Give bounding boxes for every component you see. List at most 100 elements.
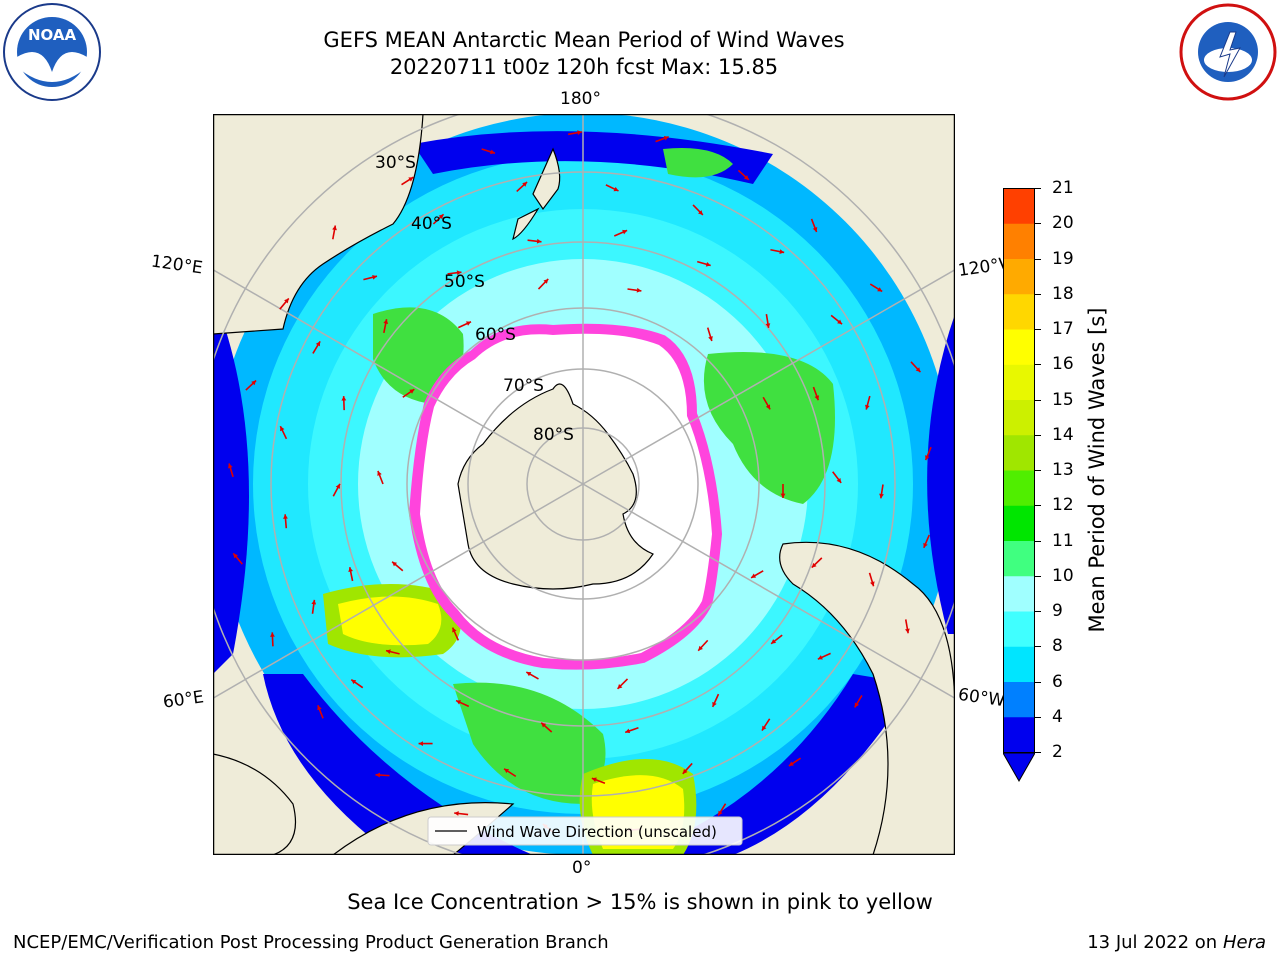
noaa-logo-text: NOAA [28, 26, 77, 44]
lat-label-60s: 60°S [475, 325, 516, 345]
wave-arrow-head [779, 249, 785, 254]
wave-arrow-head [466, 321, 471, 326]
colorbar-segment [1003, 399, 1035, 436]
wave-arrow-head [526, 672, 532, 677]
colorbar-tick-label: 10 [1052, 565, 1074, 586]
wave-arrow-head [315, 341, 321, 347]
wave-arrow-head [765, 323, 771, 328]
new-zealand [532, 147, 561, 211]
colorbar-segment [1003, 540, 1035, 577]
wave-arrow-head [743, 175, 749, 180]
wave-arrow-head [811, 562, 817, 568]
wave-arrow-head [577, 130, 582, 135]
wave-arrow-head [837, 319, 843, 325]
lat-label-30s: 30°S [375, 153, 416, 173]
wave-arrow-head [490, 149, 496, 155]
colorbar-tick-mark [1035, 540, 1041, 542]
wave-arrow-head [814, 395, 820, 401]
wave-arrow-head [454, 811, 459, 816]
colorbar-tick-mark [1035, 258, 1041, 260]
wave-arrow-head [543, 278, 549, 284]
colorbar-segment [1003, 646, 1035, 682]
colorbar-segment [1003, 293, 1035, 330]
colorbar-tick-mark [1035, 505, 1041, 507]
wave-arrow-head [682, 768, 688, 774]
colorbar-tick-mark [1035, 223, 1041, 225]
wave-arrow-head [392, 561, 398, 567]
wave-arrow-head [311, 599, 317, 605]
colorbar-tick-label: 9 [1052, 601, 1063, 621]
wave-arrow-head [625, 728, 631, 734]
wave-arrow-head [372, 274, 377, 280]
wave-arrow-head [905, 628, 910, 634]
colorbar-tick-mark [1035, 752, 1041, 753]
south-america [213, 753, 297, 855]
colorbar-label: Mean Period of Wind Waves [s] [1085, 307, 1109, 633]
wave-arrow-head [925, 455, 930, 461]
chart-subtitle: 20220711 t00z 120h fcst Max: 15.85 [389, 55, 779, 79]
wave-arrow-head [718, 810, 723, 816]
colorbar-tick-label: 13 [1052, 460, 1074, 480]
lon-label-120e: 120°E [149, 251, 204, 279]
colorbar-tick-mark [1035, 575, 1041, 577]
wave-arrow-head [636, 287, 642, 293]
sea-ice-note: Sea Ice Concentration > 15% is shown in … [347, 890, 933, 914]
lon-label-60w: 60°W [956, 684, 1007, 712]
wave-arrow-head [761, 725, 767, 731]
longitude-grid [213, 114, 955, 855]
wave-arrow-head [317, 705, 322, 711]
wave-arrow-head [788, 761, 794, 766]
wave-arrow-head [456, 700, 462, 705]
wave-arrow-head [536, 238, 542, 244]
polar-map: 30°S 40°S 50°S 60°S 70°S 80°S Wind Wave … [212, 113, 956, 856]
colorbar-tick-mark [1035, 434, 1041, 436]
colorbar-tick-mark [1035, 681, 1041, 683]
colorbar-segment [1003, 364, 1035, 400]
wave-arrow-head [705, 261, 711, 267]
colorbar-segment [1003, 258, 1035, 295]
footer-host: Hera [1222, 932, 1266, 953]
colorbar-tick-mark [1035, 470, 1041, 471]
colorbar-segment [1003, 223, 1035, 259]
colorbar-tick-label: 4 [1052, 706, 1063, 727]
wave-arrow-head [409, 389, 415, 394]
antarctica [457, 383, 654, 590]
legend-label: Wind Wave Direction (unscaled) [477, 823, 717, 841]
wave-arrow-head [280, 426, 285, 432]
wave-arrow-head [438, 214, 444, 220]
colorbar-tick-label: 11 [1052, 530, 1074, 551]
wave-arrow-head [332, 225, 337, 231]
wave-arrow-head [865, 404, 870, 410]
footer-date-text: 13 Jul 2022 on [1087, 932, 1223, 953]
colorbar-tick-mark [1035, 293, 1041, 295]
wave-arrow-head [385, 649, 391, 654]
wave-arrow-head [284, 298, 289, 304]
wave-arrow-head [418, 741, 423, 746]
wave-arrow-head [233, 553, 238, 559]
colorbar-segment [1003, 575, 1035, 612]
wave-arrow-head [383, 319, 389, 324]
colorbar-tick-label: 8 [1052, 636, 1063, 657]
wave-arrow-head [622, 229, 628, 235]
wave-arrow-head [708, 336, 713, 342]
wave-arrow-head [452, 627, 457, 633]
colorbar [1002, 188, 1036, 783]
wave-arrow-head [698, 645, 703, 651]
lon-label-180: 180° [560, 89, 601, 109]
wave-arrow-head [817, 655, 823, 660]
wave-arrow-head [923, 542, 928, 548]
chart-title: GEFS MEAN Antarctic Mean Period of Wind … [323, 28, 845, 52]
wave-arrow-head [915, 367, 921, 373]
colorbar-segment [1003, 188, 1035, 224]
colorbar-tick-mark [1035, 329, 1041, 330]
wave-arrow-head [854, 702, 860, 708]
colorbar-frame [1003, 188, 1035, 753]
colorbar-tick-label: 20 [1052, 213, 1074, 234]
colorbar-segment [1003, 434, 1035, 471]
wave-arrow-head [375, 772, 381, 778]
lon-label-0: 0° [572, 858, 592, 878]
lat-label-40s: 40°S [411, 214, 452, 234]
colorbar-tick-label: 18 [1052, 283, 1074, 304]
wave-arrow-head [712, 701, 717, 707]
colorbar-tick-mark [1035, 364, 1041, 366]
